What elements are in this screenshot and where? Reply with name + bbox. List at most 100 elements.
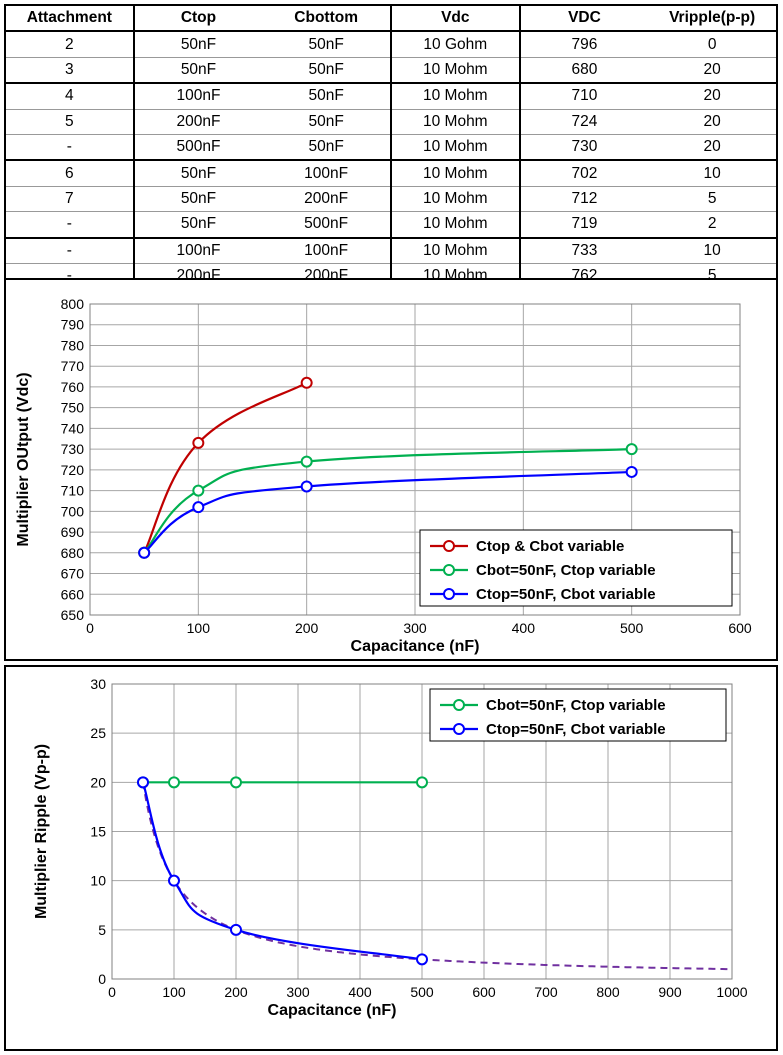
y-tick-label: 20 [90, 774, 106, 790]
y-tick-label: 680 [61, 545, 85, 561]
series-2 [138, 465, 638, 559]
y-axis-label: Multiplier OUtput (Vdc) [15, 372, 32, 546]
legend-label: Cbot=50nF, Ctop variable [486, 697, 666, 714]
y-tick-label: 25 [90, 725, 106, 741]
table-cell: 702 [518, 159, 649, 187]
x-tick-label: 400 [348, 984, 372, 1000]
table-cell: 712 [518, 185, 649, 212]
table-cell: 10 Mohm [389, 82, 520, 110]
ripple-chart-panel: 0 100 200 300 400 500 600 700 800 900 1000 0 5 10 15 20… [4, 665, 778, 1051]
ripple-chart: 0 100 200 300 400 500 600 700 800 900 1000 0 5 10 15 20… [33, 676, 748, 1019]
table-cell: 5 [5, 108, 134, 135]
table-cell: 724 [518, 108, 649, 135]
y-tick-label: 660 [61, 586, 85, 602]
table-cell: 5 [648, 185, 777, 212]
data-point [230, 776, 242, 789]
data-point [137, 776, 149, 789]
y-tick-label: 790 [61, 317, 85, 333]
table-row: -50nF 500nF 10 Mohm 719 2 [5, 211, 777, 238]
table-cell: - [5, 133, 134, 161]
table-cell: 50nF [262, 133, 391, 161]
x-tick-label: 500 [410, 984, 434, 1000]
table-cell: 10 Mohm [389, 133, 520, 161]
x-tick-label: 200 [224, 984, 248, 1000]
table-row: 4 100nF 50nF 10 Mohm 710 20 [5, 82, 777, 110]
y-tick-label: 720 [61, 462, 85, 478]
table-cell: 10 Mohm [389, 185, 520, 212]
legend-box [429, 688, 727, 742]
data-point [416, 776, 428, 789]
table-row: 7 50nF 200nF 10 Mohm 712 5 [5, 185, 777, 212]
table-cell: 50nF [262, 56, 391, 84]
table-cell: 10 Gohm [389, 31, 520, 58]
table-cell: 0 [707, 35, 717, 53]
series-line [143, 448, 632, 554]
table-cell: 10 Mohm [389, 236, 520, 264]
y-axis-label: Multiplier Ripple (Vp-p) [33, 744, 50, 919]
data-point [300, 480, 313, 493]
table-cell: 680 [518, 56, 649, 84]
x-tick-label: 300 [403, 620, 427, 636]
series-line [141, 782, 423, 961]
table-row: -100nF 100nF 10 Mohm 733 10 [5, 236, 777, 264]
x-axis-label: Capacitance (nF) [268, 1002, 397, 1019]
table-row: 2 50nF 50nF 10 Gohm 796 0 [5, 31, 777, 58]
x-tick-label: 100 [187, 620, 211, 636]
data-point [300, 455, 313, 468]
data-point [192, 501, 205, 514]
data-point [625, 443, 638, 456]
x-tick-label: 100 [162, 984, 186, 1000]
y-tick-label: 800 [61, 296, 85, 312]
table-cell: 3 [5, 56, 134, 84]
table-cell: 500nF [132, 133, 263, 161]
legend-marker [453, 723, 465, 735]
table-cell: 50nF [132, 31, 263, 58]
table-cell: 796 [518, 31, 649, 58]
data-point [168, 874, 180, 887]
legend-label: Ctop & Cbot variable [476, 538, 624, 555]
table-cell: 50nF [132, 159, 263, 187]
y-tick-label: 700 [61, 503, 85, 519]
y-tick-label: 740 [61, 420, 85, 436]
data-point [625, 465, 638, 478]
plot-area-border [111, 683, 733, 980]
table-cell: 100nF [262, 236, 391, 264]
table-cell: 10 Mohm [389, 159, 520, 187]
col-header-cbottom: Cbottom [262, 5, 391, 33]
table-cell: - [5, 211, 134, 238]
legend-marker [453, 699, 465, 711]
legend-label: Cbot=50nF, Ctop variable [476, 562, 656, 579]
col-header-attachment: Attachment [5, 5, 134, 33]
table-header-row: Attachment Ctop Cbottom Vdc VDC Vripple(… [5, 5, 777, 33]
table-cell: 50nF [132, 211, 263, 238]
y-tick-label: 710 [61, 483, 85, 499]
plot-area-border [89, 303, 741, 616]
data-point [192, 436, 205, 449]
y-tick-label: 670 [61, 566, 85, 582]
table-cell: 730 [518, 133, 649, 161]
series-0 [137, 776, 428, 789]
table-cell: 6 [5, 159, 134, 187]
legend-label: Ctop=50nF, Cbot variable [486, 721, 666, 738]
y-tick-label: 10 [90, 873, 106, 889]
table-cell: 710 [518, 82, 649, 110]
col-header-vdc: VDC [518, 5, 649, 33]
x-tick-label: 400 [512, 620, 536, 636]
y-tick-label: 30 [90, 676, 106, 692]
data-point [138, 546, 151, 559]
y-tick-label: 750 [61, 400, 85, 416]
legend-marker [443, 564, 455, 576]
table-cell: - [5, 236, 134, 264]
table-cell: 2 [648, 211, 777, 238]
col-header-vdc-load: Vdc [389, 5, 520, 33]
y-tick-label: 730 [61, 441, 85, 457]
y-tick-label: 650 [61, 607, 85, 623]
table-cell: 50nF [262, 82, 391, 110]
legend-marker [443, 588, 455, 600]
y-tick-label: 15 [90, 824, 106, 840]
legend-marker [443, 540, 455, 552]
table-cell: 200nF [132, 108, 263, 135]
table-cell: 50nF [262, 108, 391, 135]
x-tick-label: 0 [86, 620, 94, 636]
col-header-vripple: Vripple(p-p) [648, 5, 777, 33]
